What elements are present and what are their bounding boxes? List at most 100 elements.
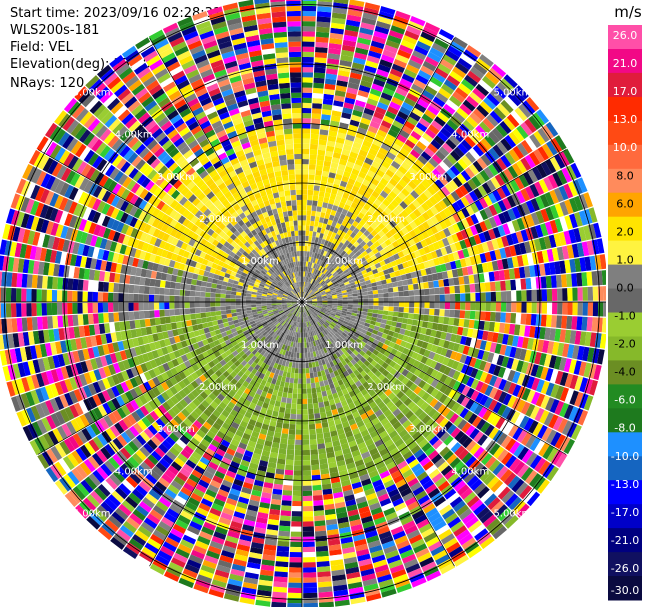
velocity-bin: [480, 421, 491, 434]
velocity-bin: [206, 417, 215, 426]
velocity-bin: [545, 397, 555, 412]
velocity-bin: [332, 359, 338, 366]
velocity-bin: [346, 288, 352, 293]
velocity-bin: [482, 350, 490, 362]
velocity-bin: [498, 391, 508, 404]
velocity-bin: [340, 325, 347, 330]
velocity-bin: [502, 334, 509, 345]
velocity-bin: [529, 473, 542, 488]
velocity-bin: [359, 240, 367, 248]
velocity-bin: [467, 70, 482, 83]
velocity-bin: [474, 369, 484, 381]
velocity-bin: [182, 377, 191, 387]
velocity-bin: [515, 279, 522, 290]
velocity-bin: [350, 476, 361, 485]
velocity-bin: [434, 38, 449, 50]
velocity-bin: [377, 526, 390, 535]
velocity-bin: [422, 89, 435, 101]
velocity-bin: [333, 178, 341, 186]
velocity-bin: [233, 319, 239, 325]
velocity-bin: [573, 195, 584, 211]
velocity-bin: [231, 340, 238, 347]
velocity-bin: [173, 335, 181, 343]
velocity-bin: [131, 488, 145, 501]
velocity-bin: [574, 376, 584, 391]
velocity-bin: [306, 295, 311, 299]
velocity-bin: [362, 337, 369, 344]
velocity-bin: [387, 392, 396, 401]
velocity-bin: [305, 306, 309, 311]
velocity-bin: [368, 274, 375, 280]
velocity-bin: [494, 343, 502, 354]
velocity-bin: [448, 215, 457, 225]
velocity-bin: [382, 314, 388, 320]
velocity-bin: [400, 549, 415, 559]
velocity-bin: [370, 342, 378, 349]
velocity-bin: [321, 478, 331, 485]
velocity-bin: [349, 224, 356, 232]
velocity-bin: [377, 214, 385, 223]
velocity-bin: [319, 289, 325, 293]
velocity-bin: [383, 421, 393, 431]
velocity-bin: [230, 370, 238, 378]
velocity-bin: [138, 481, 151, 493]
velocity-bin: [381, 160, 391, 169]
velocity-bin: [260, 379, 267, 386]
velocity-bin: [388, 302, 394, 307]
velocity-bin: [326, 68, 338, 75]
velocity-bin: [278, 318, 283, 323]
velocity-bin: [277, 390, 283, 397]
velocity-bin: [268, 311, 274, 315]
velocity-bin: [290, 314, 294, 320]
velocity-bins: [0, 0, 606, 607]
velocity-bin: [516, 142, 529, 157]
velocity-bin: [313, 311, 319, 315]
velocity-bin: [368, 194, 377, 203]
velocity-bin: [439, 309, 445, 317]
velocity-bin: [507, 334, 514, 346]
velocity-bin: [500, 302, 507, 312]
velocity-bin: [172, 523, 187, 535]
velocity-bin: [332, 303, 338, 306]
velocity-bin: [339, 256, 346, 263]
velocity-bin: [343, 489, 354, 497]
velocity-bin: [390, 260, 398, 267]
velocity-bin: [108, 457, 120, 470]
velocity-bin: [344, 281, 350, 286]
velocity-bin: [339, 341, 346, 348]
velocity-bin: [315, 535, 328, 542]
velocity-bin: [230, 327, 237, 334]
velocity-bin: [352, 274, 358, 279]
velocity-bin: [331, 365, 337, 372]
velocity-bin: [557, 342, 565, 357]
velocity-bin: [250, 340, 257, 347]
velocity-bin: [525, 313, 532, 326]
velocity-bin: [522, 100, 536, 115]
velocity-bin: [415, 490, 428, 501]
velocity-bin: [361, 400, 369, 408]
velocity-bin: [307, 352, 311, 358]
velocity-bin: [381, 343, 389, 351]
velocity-bin: [291, 367, 296, 374]
velocity-bin: [373, 218, 382, 226]
velocity-bin: [535, 196, 545, 210]
velocity-bin: [569, 258, 577, 273]
velocity-bin: [414, 302, 420, 308]
velocity-bin: [458, 533, 474, 546]
velocity-bin: [319, 380, 325, 387]
velocity-bin: [470, 202, 480, 214]
velocity-bin: [215, 405, 224, 414]
velocity-bin: [500, 154, 512, 168]
velocity-bin: [326, 373, 332, 380]
velocity-bin: [365, 421, 374, 430]
velocity-bin: [329, 466, 339, 474]
velocity-bin: [395, 258, 402, 265]
velocity-bin: [238, 332, 245, 338]
velocity-bin: [333, 0, 349, 5]
velocity-bin: [468, 459, 481, 471]
velocity-bin: [434, 362, 442, 371]
velocity-bin: [362, 311, 368, 316]
velocity-bin: [184, 563, 200, 574]
velocity-bin: [318, 272, 323, 278]
velocity-bin: [356, 244, 363, 251]
